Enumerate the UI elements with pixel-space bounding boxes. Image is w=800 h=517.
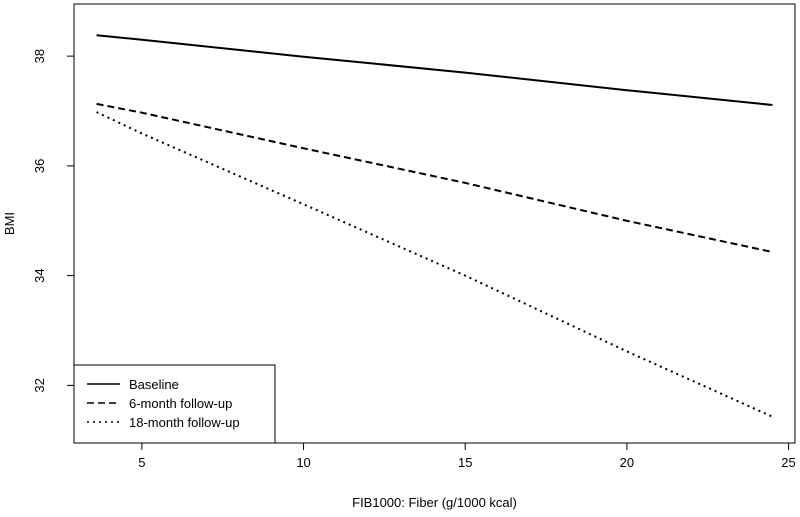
legend: Baseline 6-month follow-up 18-month follow… — [73, 364, 276, 444]
y-tick-label: 38 — [32, 49, 47, 63]
x-axis-title: FIB1000: Fiber (g/1000 kcal) — [352, 495, 517, 510]
plot-frame — [73, 3, 796, 444]
x-tick-label: 15 — [458, 455, 472, 470]
x-axis: 5 10 15 20 25 — [138, 443, 796, 470]
x-tick-label: 25 — [781, 455, 795, 470]
y-tick-label: 34 — [32, 268, 47, 282]
y-tick-label: 36 — [32, 159, 47, 173]
y-tick-label: 32 — [32, 378, 47, 392]
legend-box — [73, 364, 276, 444]
legend-label-1: Baseline — [129, 377, 179, 392]
series-group — [96, 34, 773, 418]
x-tick-label: 5 — [138, 455, 145, 470]
x-tick-label: 10 — [296, 455, 310, 470]
series-line-1 — [96, 34, 773, 106]
legend-label-3: 18-month follow-up — [129, 415, 240, 430]
y-axis-title: BMI — [2, 212, 17, 235]
series-line-2 — [96, 102, 773, 253]
y-axis: 32 34 36 38 — [32, 49, 74, 393]
series-line-3 — [96, 111, 773, 418]
legend-label-2: 6-month follow-up — [129, 396, 232, 411]
x-tick-label: 20 — [620, 455, 634, 470]
